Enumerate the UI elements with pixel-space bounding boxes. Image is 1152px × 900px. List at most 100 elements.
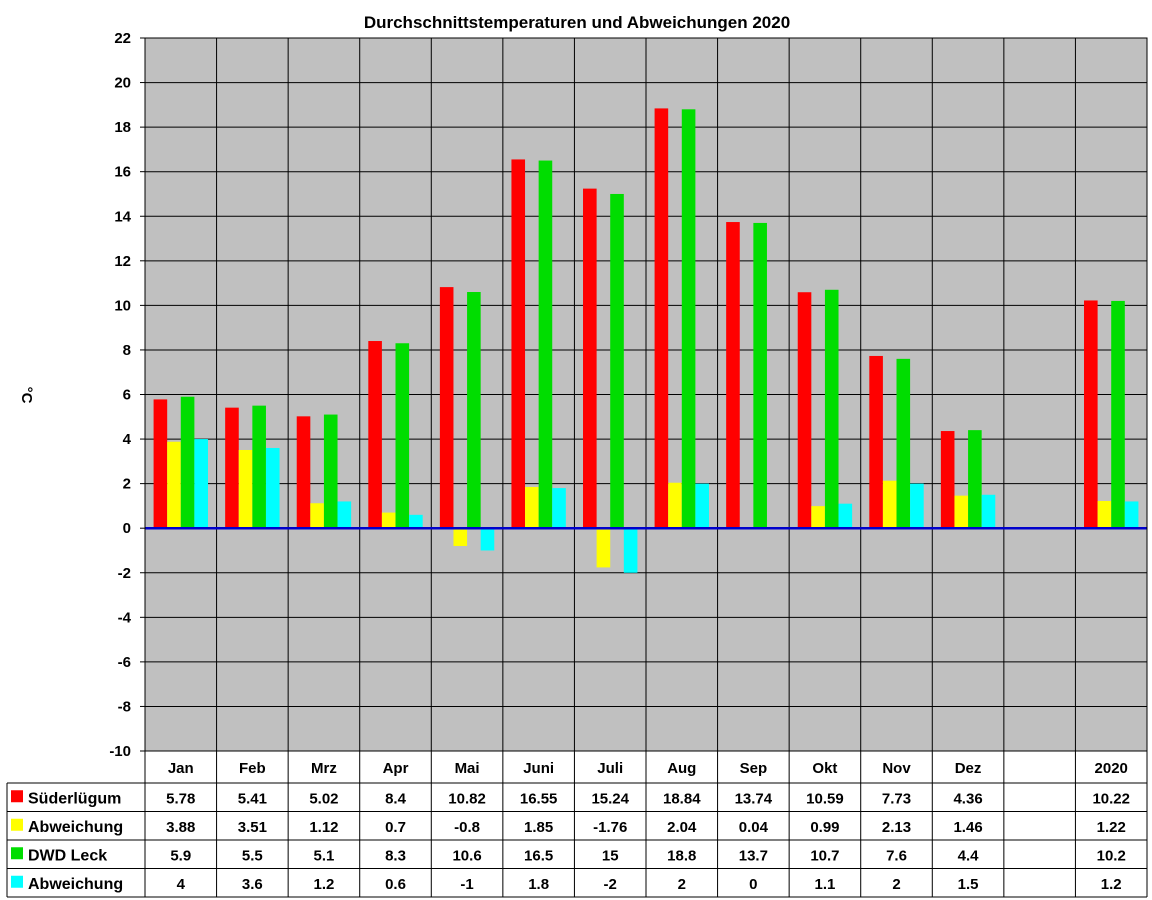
bar — [511, 159, 526, 529]
category-label: 2020 — [1095, 760, 1128, 777]
category-label: Mai — [455, 760, 480, 777]
bar — [681, 109, 696, 529]
category-label: Juni — [523, 760, 554, 777]
data-value: 16.5 — [524, 847, 553, 864]
data-value: 15 — [602, 847, 619, 864]
bar — [668, 482, 682, 529]
data-value: 16.55 — [520, 790, 558, 807]
data-value: 1.85 — [524, 819, 553, 836]
data-value: 10.82 — [448, 790, 486, 807]
data-value: -0.8 — [454, 819, 480, 836]
y-tick-label: 8 — [123, 342, 131, 359]
bar — [1097, 501, 1112, 529]
bar — [265, 447, 280, 529]
data-value: 1.2 — [1101, 876, 1122, 893]
y-tick-label: 12 — [114, 253, 131, 270]
y-tick-label: 20 — [114, 75, 131, 92]
bar — [552, 488, 566, 529]
bar — [225, 407, 239, 529]
bar — [167, 441, 181, 529]
category-label: Jan — [168, 760, 194, 777]
data-value: 5.02 — [309, 790, 338, 807]
category-label: Feb — [239, 760, 266, 777]
data-value: 8.3 — [385, 847, 406, 864]
series-label: DWD Leck — [28, 847, 107, 864]
y-tick-label: 6 — [123, 387, 131, 404]
bar — [869, 355, 883, 529]
category-label: Sep — [740, 760, 768, 777]
data-value: 18.8 — [667, 847, 696, 864]
bar — [381, 512, 396, 529]
data-value: 1.8 — [528, 876, 549, 893]
bar — [1084, 300, 1098, 529]
data-value: 1.46 — [953, 819, 982, 836]
bar — [954, 495, 969, 529]
bar — [538, 160, 553, 529]
legend-key — [11, 847, 23, 860]
category-label: Mrz — [311, 760, 337, 777]
category-label: Apr — [383, 760, 409, 777]
data-value: 15.24 — [591, 790, 629, 807]
bar — [480, 528, 495, 551]
data-value: 2.04 — [667, 819, 697, 836]
y-tick-label: -8 — [118, 698, 131, 715]
data-value: 2 — [892, 876, 900, 893]
bar — [1124, 501, 1139, 529]
y-tick-label: -2 — [118, 565, 131, 582]
data-value: 2 — [678, 876, 686, 893]
data-value: -2 — [604, 876, 617, 893]
bar — [409, 514, 423, 529]
data-value: 0.6 — [385, 876, 406, 893]
bar — [395, 343, 410, 529]
y-tick-label: 22 — [114, 30, 131, 47]
bar — [824, 289, 839, 529]
data-value: 4 — [177, 876, 186, 893]
bar — [981, 494, 996, 529]
bar — [596, 528, 611, 568]
bar — [610, 193, 624, 529]
bar — [453, 528, 468, 547]
bar — [654, 108, 669, 529]
legend-key — [11, 875, 23, 888]
data-value: -1 — [460, 876, 473, 893]
data-value: -1.76 — [593, 819, 627, 836]
data-value: 1.5 — [958, 876, 979, 893]
bar — [797, 292, 812, 529]
bar — [910, 483, 924, 529]
bar — [838, 503, 853, 529]
bar — [695, 483, 709, 529]
data-value: 18.84 — [663, 790, 701, 807]
category-label: Aug — [667, 760, 696, 777]
data-value: 1.12 — [309, 819, 338, 836]
y-tick-label: 2 — [123, 476, 131, 493]
chart-title: Durchschnittstemperaturen und Abweichung… — [364, 13, 790, 32]
data-value: 3.51 — [238, 819, 267, 836]
data-value: 0.7 — [385, 819, 406, 836]
data-value: 13.7 — [739, 847, 768, 864]
bar — [882, 480, 897, 529]
category-label: Nov — [882, 760, 911, 777]
bar — [323, 414, 338, 529]
y-tick-label: 14 — [114, 208, 131, 225]
y-tick-label: 0 — [123, 520, 131, 537]
bar — [194, 439, 208, 529]
data-value: 0.99 — [810, 819, 839, 836]
bar — [310, 503, 324, 529]
y-tick-label: 10 — [114, 297, 131, 314]
data-value: 7.73 — [882, 790, 911, 807]
data-value: 10.7 — [810, 847, 839, 864]
data-value: 2.13 — [882, 819, 911, 836]
data-value: 5.5 — [242, 847, 263, 864]
bar — [753, 222, 767, 529]
y-tick-label: 16 — [114, 164, 131, 181]
bar — [726, 222, 740, 529]
data-value: 4.4 — [958, 847, 980, 864]
data-value: 10.2 — [1097, 847, 1126, 864]
data-value: 10.6 — [452, 847, 481, 864]
series-label: Süderlügum — [28, 790, 121, 807]
legend-key — [11, 818, 23, 831]
data-value: 1.1 — [814, 876, 835, 893]
bar — [296, 416, 311, 529]
data-value: 4.36 — [953, 790, 982, 807]
